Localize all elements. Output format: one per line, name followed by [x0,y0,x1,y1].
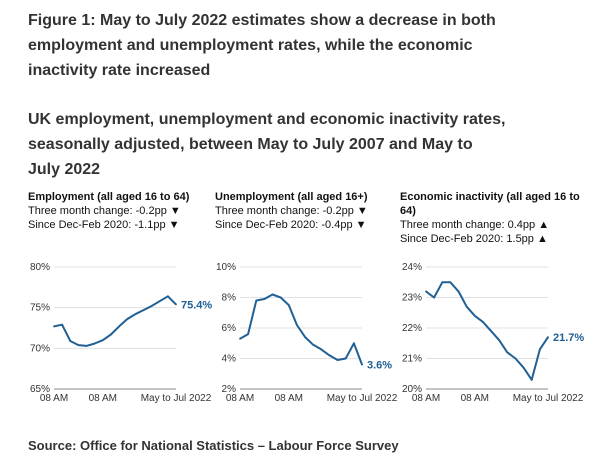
y-tick-label: 65% [30,384,50,395]
y-tick-label: 2% [222,384,237,395]
data-point [69,340,72,342]
panel-title: Unemployment (all aged 16+) [215,191,368,203]
data-point [263,298,266,300]
end-value-label: 3.6% [367,360,392,372]
data-point [287,304,290,306]
charts-area: 80%75%70%65%08 AM 08 AM May to Jul 202275.… [30,262,584,404]
data-point [547,336,549,339]
end-value-label: 75.4% [181,299,212,311]
data-point [449,281,452,284]
figure-title: Figure 1: May to July 2022 estimates sho… [28,12,496,79]
since-change: Since Dec-Feb 2020: 1.5pp ▲ [400,233,548,245]
data-point [175,303,177,306]
y-tick-label: 24% [402,262,422,273]
series-line [425,281,549,381]
x-tick-label: 08 AM [461,393,489,404]
x-tick-label: 08 AM [275,393,303,404]
y-tick-label: 23% [402,293,422,304]
data-point [514,357,517,360]
source-note: Source: Office for National Statistics –… [28,438,399,453]
data-point [158,300,161,303]
y-tick-label: 8% [222,293,237,304]
data-point [539,348,541,351]
y-tick-label: 10% [216,262,236,273]
data-point [255,299,258,302]
since-change: Since Dec-Feb 2020: -0.4pp ▼ [215,219,367,231]
y-tick-label: 20% [402,384,422,395]
data-point [304,336,306,338]
series-line [239,293,363,365]
inactivity-panel-header: Economic inactivity (all aged 16 to 64) … [400,190,580,246]
data-point [465,305,468,308]
data-point [101,339,104,342]
data-point [473,314,476,317]
y-tick-label: 21% [402,354,422,365]
panel-title: Employment (all aged 16 to 64) [28,191,190,203]
x-tick-label: May to Jul 2022 [327,393,398,404]
data-point [530,378,533,381]
x-tick-label: May to Jul 2022 [513,393,584,404]
data-point [344,357,347,360]
data-point [482,321,484,323]
data-point [85,345,88,347]
data-point [433,296,435,299]
y-tick-label: 75% [30,303,50,314]
data-point [247,333,250,335]
y-tick-label: 4% [222,354,237,365]
data-point [522,366,525,369]
data-point [457,290,460,293]
data-point [271,293,274,296]
data-point [134,313,137,316]
employment-panel-header: Employment (all aged 16 to 64) Three mon… [28,190,208,232]
three-month-change: Three month change: -0.2pp ▼ [215,205,368,217]
since-change: Since Dec-Feb 2020: -1.1pp ▼ [28,219,180,231]
data-point [312,343,315,346]
data-point [77,344,80,346]
three-month-change: Three month change: 0.4pp ▲ [400,219,550,231]
data-point [328,354,331,357]
data-point [61,323,63,326]
y-tick-label: 22% [402,323,422,334]
x-tick-label: May to Jul 2022 [141,393,212,404]
three-month-change: Three month change: -0.2pp ▼ [28,205,181,217]
data-point [296,324,298,326]
data-point [498,339,501,342]
series-line [53,295,177,347]
data-point [353,342,355,345]
x-tick-label: 08 AM [226,393,254,404]
chart-title: UK employment, unemployment and economic… [28,111,506,178]
data-point [361,363,363,366]
data-point [150,305,153,307]
data-point [336,359,339,361]
y-tick-label: 6% [222,323,237,334]
x-tick-label: 08 AM [40,393,68,404]
y-tick-label: 70% [30,343,50,354]
unemployment-panel-header: Unemployment (all aged 16+) Three month … [215,190,395,232]
data-point [126,318,129,320]
data-point [239,337,241,340]
data-point [167,295,169,298]
data-point [279,296,282,299]
data-point [93,342,96,345]
panel-title: Economic inactivity (all aged 16 to 64) [400,191,580,217]
y-tick-label: 80% [30,262,50,273]
x-tick-label: 08 AM [412,393,440,404]
end-value-label: 21.7% [553,332,584,344]
data-point [490,330,492,332]
data-point [142,309,145,311]
data-point [53,325,55,328]
data-point [110,333,112,336]
data-point [320,348,323,351]
data-point [425,290,427,293]
data-point [506,351,509,354]
x-tick-label: 08 AM [89,393,117,404]
data-point [118,325,120,328]
data-point [441,281,444,284]
